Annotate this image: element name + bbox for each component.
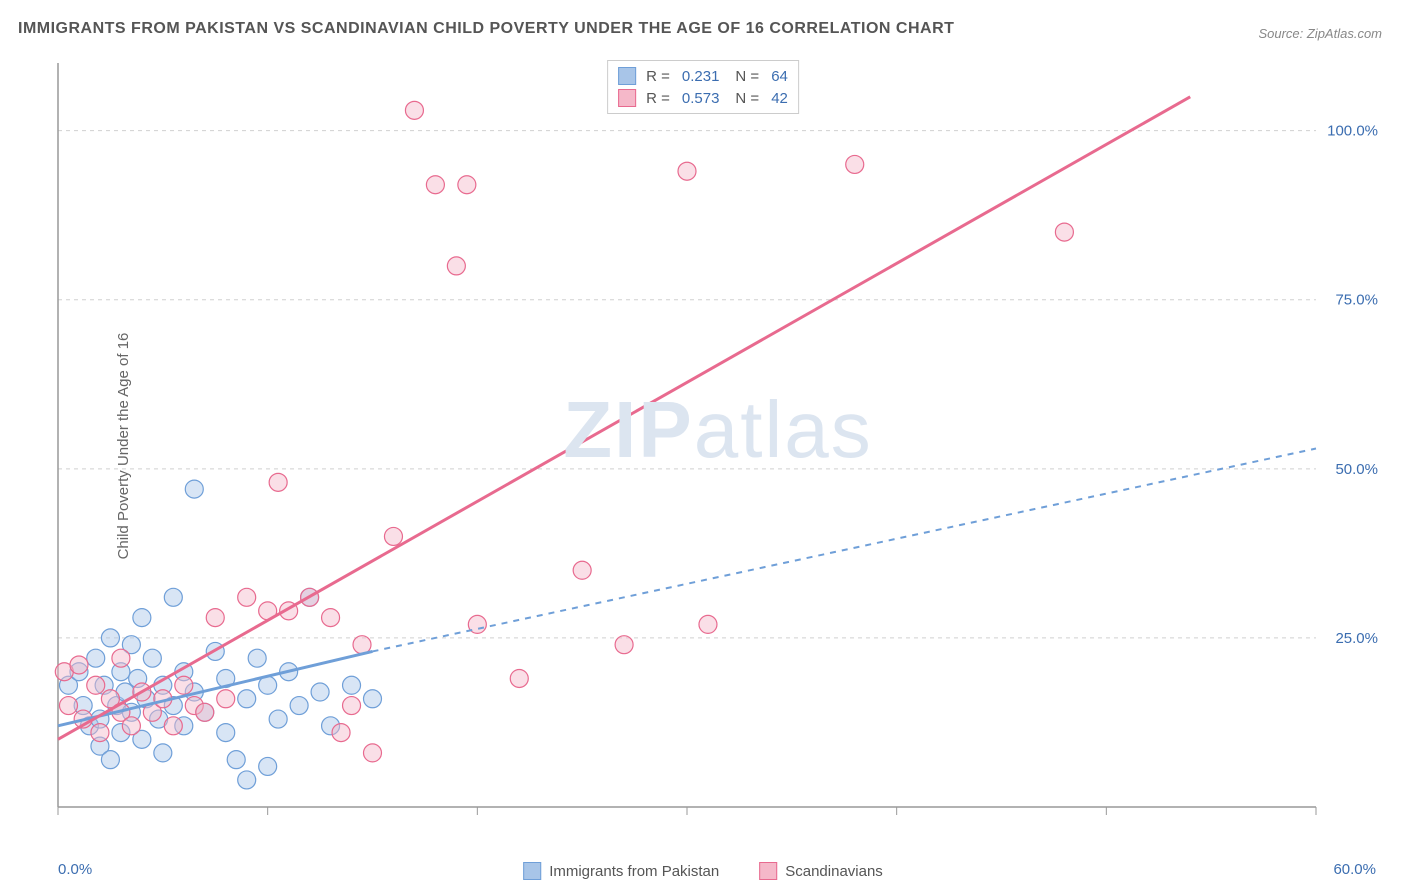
legend-swatch xyxy=(759,862,777,880)
y-tick-label: 100.0% xyxy=(1327,123,1378,140)
data-point xyxy=(699,615,717,633)
data-point xyxy=(217,690,235,708)
legend-correlation-row: R = 0.231 N = 64 xyxy=(618,65,788,87)
data-point xyxy=(206,609,224,627)
legend-swatch xyxy=(523,862,541,880)
data-point xyxy=(269,710,287,728)
r-value: 0.573 xyxy=(682,90,720,107)
legend-swatch xyxy=(618,89,636,107)
data-point xyxy=(87,649,105,667)
data-point xyxy=(143,649,161,667)
legend-series-box: Immigrants from Pakistan Scandinavians xyxy=(523,862,883,880)
data-point xyxy=(59,697,77,715)
data-point xyxy=(175,676,193,694)
data-point xyxy=(185,480,203,498)
data-point xyxy=(101,751,119,769)
r-value: 0.231 xyxy=(682,68,720,85)
chart-plot-area: ZIPatlas 25.0%50.0%75.0%100.0% xyxy=(50,55,1386,837)
r-label: R = xyxy=(646,90,670,107)
x-axis-max-label: 60.0% xyxy=(1333,861,1376,878)
r-label: R = xyxy=(646,68,670,85)
data-point xyxy=(290,697,308,715)
data-point xyxy=(164,588,182,606)
data-point xyxy=(1055,223,1073,241)
source-label: Source: ZipAtlas.com xyxy=(1258,26,1382,41)
n-value: 64 xyxy=(771,68,788,85)
data-point xyxy=(311,683,329,701)
x-axis-min-label: 0.0% xyxy=(58,861,92,878)
legend-correlation-box: R = 0.231 N = 64 R = 0.573 N = 42 xyxy=(607,60,799,114)
n-label: N = xyxy=(735,90,759,107)
data-point xyxy=(196,703,214,721)
legend-series-item: Immigrants from Pakistan xyxy=(523,862,719,880)
data-point xyxy=(122,717,140,735)
data-point xyxy=(269,473,287,491)
data-point xyxy=(164,717,182,735)
data-point xyxy=(217,724,235,742)
data-point xyxy=(573,561,591,579)
n-value: 42 xyxy=(771,90,788,107)
scatter-svg: 25.0% 50.0% 75.0% 100.0% xyxy=(50,55,1386,837)
data-point xyxy=(364,744,382,762)
data-point xyxy=(101,629,119,647)
legend-series-label: Scandinavians xyxy=(785,863,883,880)
legend-swatch xyxy=(618,67,636,85)
data-point xyxy=(458,176,476,194)
data-point xyxy=(322,609,340,627)
data-point xyxy=(510,669,528,687)
data-point xyxy=(447,257,465,275)
data-point xyxy=(615,636,633,654)
legend-series-item: Scandinavians xyxy=(759,862,883,880)
y-tick-label: 75.0% xyxy=(1335,292,1378,309)
data-point xyxy=(227,751,245,769)
data-point xyxy=(259,757,277,775)
data-point xyxy=(112,649,130,667)
data-point xyxy=(248,649,266,667)
y-tick-label: 50.0% xyxy=(1335,461,1378,478)
data-point xyxy=(405,101,423,119)
data-point xyxy=(70,656,88,674)
data-point xyxy=(238,771,256,789)
data-point xyxy=(384,527,402,545)
legend-series-label: Immigrants from Pakistan xyxy=(549,863,719,880)
data-point xyxy=(91,724,109,742)
data-point xyxy=(238,690,256,708)
data-point xyxy=(238,588,256,606)
y-tick-label: 25.0% xyxy=(1335,630,1378,647)
data-point xyxy=(154,744,172,762)
data-point xyxy=(87,676,105,694)
data-point xyxy=(846,155,864,173)
n-label: N = xyxy=(735,68,759,85)
data-point xyxy=(364,690,382,708)
data-point xyxy=(426,176,444,194)
data-point xyxy=(678,162,696,180)
data-point xyxy=(343,697,361,715)
legend-correlation-row: R = 0.573 N = 42 xyxy=(618,87,788,109)
data-point xyxy=(332,724,350,742)
data-point xyxy=(343,676,361,694)
data-point xyxy=(133,609,151,627)
chart-title: IMMIGRANTS FROM PAKISTAN VS SCANDINAVIAN… xyxy=(18,20,954,38)
